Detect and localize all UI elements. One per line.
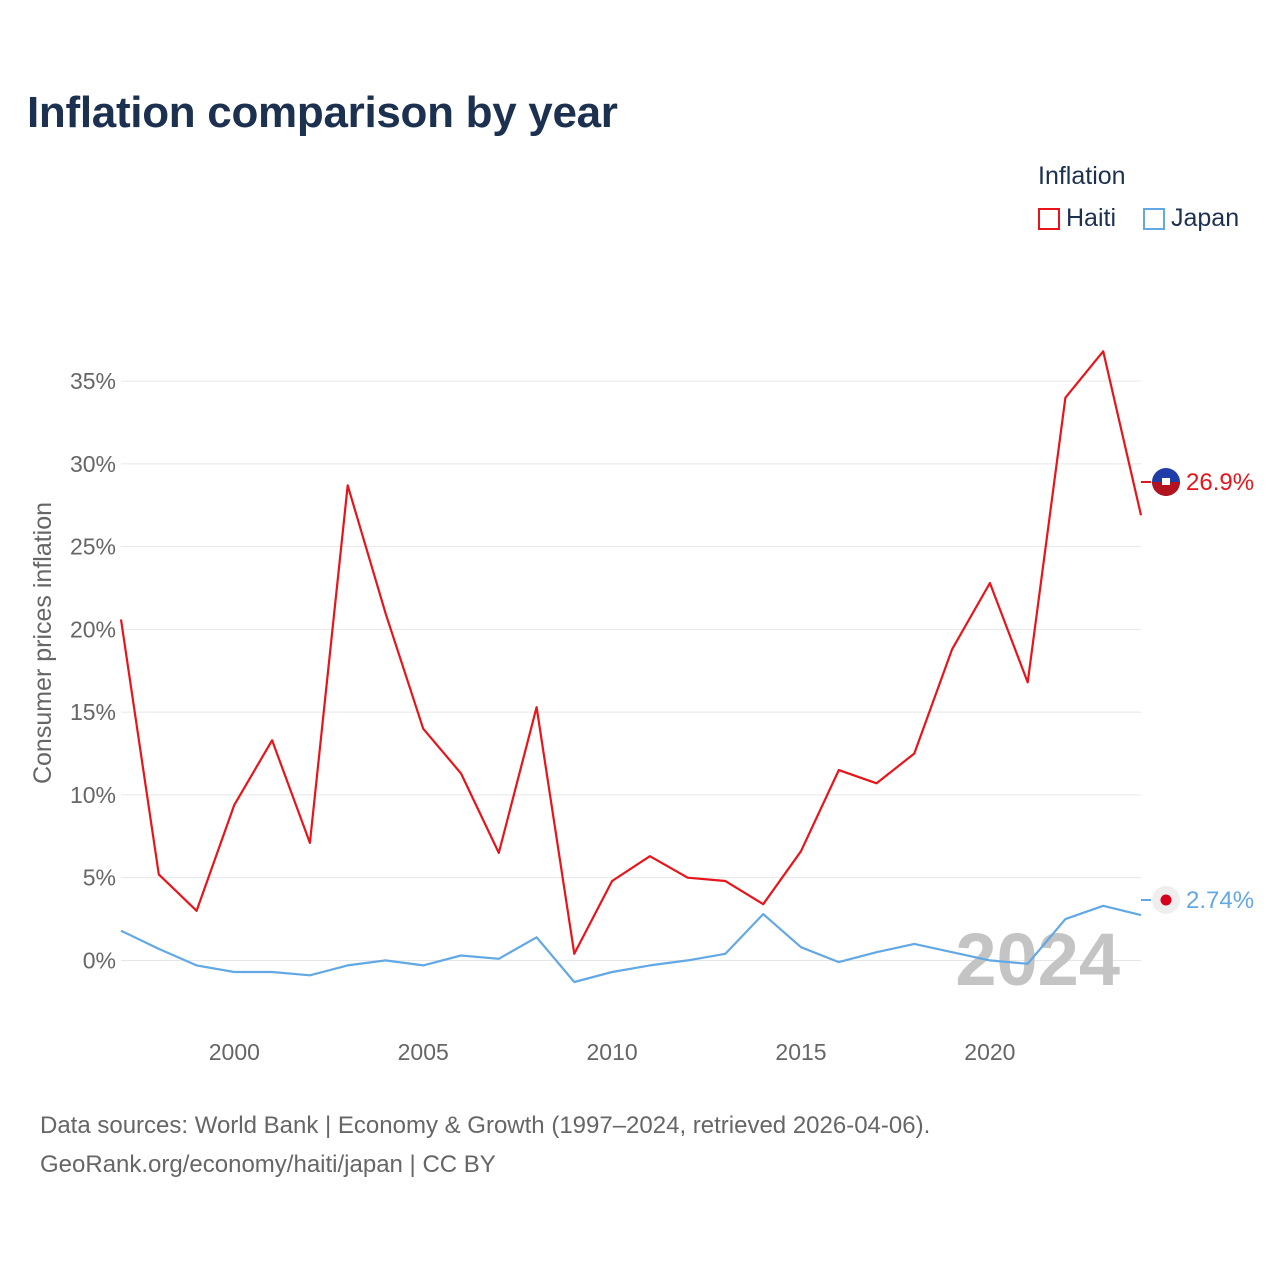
haiti-end-marker[interactable]: 26.9%: [1141, 468, 1254, 496]
source-note: Data sources: World Bank | Economy & Gro…: [40, 1106, 930, 1184]
legend-title: Inflation: [1038, 162, 1126, 190]
y-tick-label: 25%: [70, 534, 116, 560]
page-title: Inflation comparison by year: [27, 88, 618, 137]
axis-layer: 0% 5% 10% 15% 20% 25% 30% 35% 2000 2005 2010 2015 20…: [70, 368, 1016, 1065]
x-tick-label: 2000: [209, 1039, 260, 1065]
series-line-japan[interactable]: [120, 904, 1142, 984]
x-tick-label: 2010: [587, 1039, 638, 1065]
source-line-2[interactable]: GeoRank.org/economy/haiti/japan | CC BY: [40, 1151, 496, 1178]
y-tick-label: 20%: [70, 616, 116, 642]
legend-item-japan[interactable]: Japan: [1143, 204, 1239, 233]
y-tick-label: 0%: [83, 947, 116, 973]
x-tick-label: 2015: [775, 1039, 826, 1065]
legend-item-haiti[interactable]: Haiti: [1038, 204, 1116, 233]
series-line-haiti[interactable]: [119, 350, 1143, 955]
y-axis-label: Consumer prices inflation: [29, 502, 57, 784]
haiti-end-label: 26.9%: [1186, 469, 1254, 496]
y-tick-label: 5%: [83, 865, 116, 891]
y-tick-label: 35%: [70, 368, 116, 394]
haiti-flag-bottom: [1152, 482, 1180, 496]
source-line-1: Data sources: World Bank | Economy & Gro…: [40, 1112, 931, 1139]
y-tick-label: 10%: [70, 782, 116, 808]
x-tick-label: 2020: [964, 1039, 1015, 1065]
legend-swatch-haiti: [1038, 207, 1060, 230]
series-layer: [119, 350, 1143, 984]
watermark-year: 2024: [955, 918, 1120, 1001]
grid-layer: [121, 380, 1141, 961]
y-tick-label: 15%: [70, 699, 116, 725]
x-tick-label: 2005: [398, 1039, 449, 1065]
legend-swatch-japan: [1143, 207, 1165, 230]
legend-label-haiti: Haiti: [1066, 204, 1117, 232]
y-tick-label: 30%: [70, 451, 116, 477]
haiti-flag-emblem: [1162, 478, 1170, 485]
japan-end-marker[interactable]: 2.74%: [1141, 886, 1254, 914]
japan-end-label: 2.74%: [1186, 887, 1254, 914]
japan-flag-sun: [1160, 894, 1172, 906]
legend-label-japan: Japan: [1171, 204, 1240, 232]
